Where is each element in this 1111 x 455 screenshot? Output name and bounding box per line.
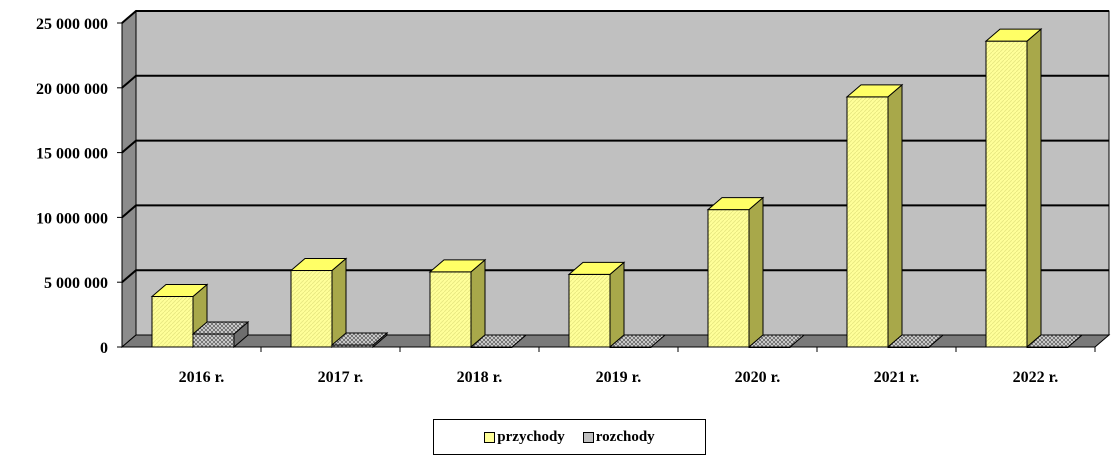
gridline (121, 10, 1109, 24)
bar-front-przychody (429, 271, 472, 348)
bar-side-przychody (609, 261, 625, 349)
x-tick-label: 2021 r. (874, 369, 920, 386)
gridline (121, 74, 1109, 89)
legend-item-przychody: przychody (484, 429, 565, 446)
bar-rozchody (608, 334, 667, 348)
legend-swatch-przychody (484, 431, 496, 443)
bar-rozchody (330, 331, 389, 349)
x-tick-label: 2018 r. (457, 369, 503, 386)
bar-top-rozchody (747, 334, 806, 348)
bar-top-przychody (567, 261, 626, 275)
bar-przychody (845, 83, 904, 349)
y-axis: 0 5 000 000 10 000 000 15 000 000 20 000 000… (36, 16, 1095, 357)
bar-rozchody (191, 320, 250, 349)
legend-swatch-rozchody (582, 431, 594, 443)
bar-top-przychody (150, 283, 209, 297)
x-tick-label: 2022 r. (1013, 369, 1059, 386)
bar-przychody (706, 196, 765, 349)
bar-front-przychody (846, 96, 889, 348)
bar-przychody (428, 258, 487, 349)
bar-top-przychody (984, 28, 1043, 42)
bar-przychody (567, 261, 626, 349)
bar-top-przychody (845, 84, 904, 98)
x-tick-label: 2020 r. (735, 369, 781, 386)
bars (150, 28, 1084, 349)
y-tick-label: 0 (100, 340, 108, 357)
bar-top-rozchody (608, 334, 667, 348)
legend: przychody rozchody (433, 419, 706, 455)
bar-top-rozchody (1025, 334, 1084, 348)
bar-front-przychody (568, 273, 611, 348)
bar-rozchody (886, 334, 945, 348)
bar-front-rozchody (192, 333, 235, 348)
legend-item-rozchody: rozchody (582, 428, 655, 446)
bar-front-przychody (707, 209, 750, 348)
bar-top-rozchody (886, 334, 945, 348)
bar-top-rozchody (330, 332, 389, 346)
x-tick-label: 2016 r. (179, 369, 225, 386)
bar-top-przychody (289, 258, 348, 272)
bar-top-przychody (428, 259, 487, 273)
y-tick-label: 25 000 000 (36, 16, 108, 33)
bar-side-przychody (748, 196, 764, 349)
x-tick-label: 2017 r. (318, 369, 364, 386)
bar-top-rozchody (469, 334, 528, 348)
gridline (121, 204, 1109, 219)
legend-label-rozchody: rozchody (595, 428, 655, 445)
x-axis: 2016 r. 2017 r. 2018 r. 2019 r. 2020 r. 2021 … (179, 347, 1096, 386)
y-tick-label: 10 000 000 (36, 210, 108, 227)
bar-top-rozchody (191, 321, 250, 335)
gridline (121, 139, 1109, 154)
bar-front-przychody (151, 295, 194, 348)
plot-side-wall (121, 9, 137, 349)
bar-rozchody (1025, 334, 1084, 348)
bar-side-przychody (887, 83, 903, 349)
bar-top-przychody (706, 197, 765, 211)
bar-rozchody (469, 334, 528, 348)
bar-rozchody (747, 334, 806, 348)
y-tick-label: 5 000 000 (44, 275, 108, 292)
y-tick-label: 15 000 000 (36, 146, 108, 163)
legend-label-przychody: przychody (497, 428, 565, 445)
bar-side-przychody (1026, 28, 1042, 349)
bar-front-przychody (985, 40, 1028, 348)
x-tick-label: 2019 r. (596, 369, 642, 386)
gridline (121, 269, 1109, 283)
y-tick-label: 20 000 000 (36, 81, 108, 98)
bar-side-przychody (331, 257, 347, 349)
bar-side-przychody (470, 258, 486, 349)
bar-przychody (984, 28, 1043, 349)
bar-przychody (289, 257, 348, 349)
bar-front-przychody (290, 270, 333, 348)
